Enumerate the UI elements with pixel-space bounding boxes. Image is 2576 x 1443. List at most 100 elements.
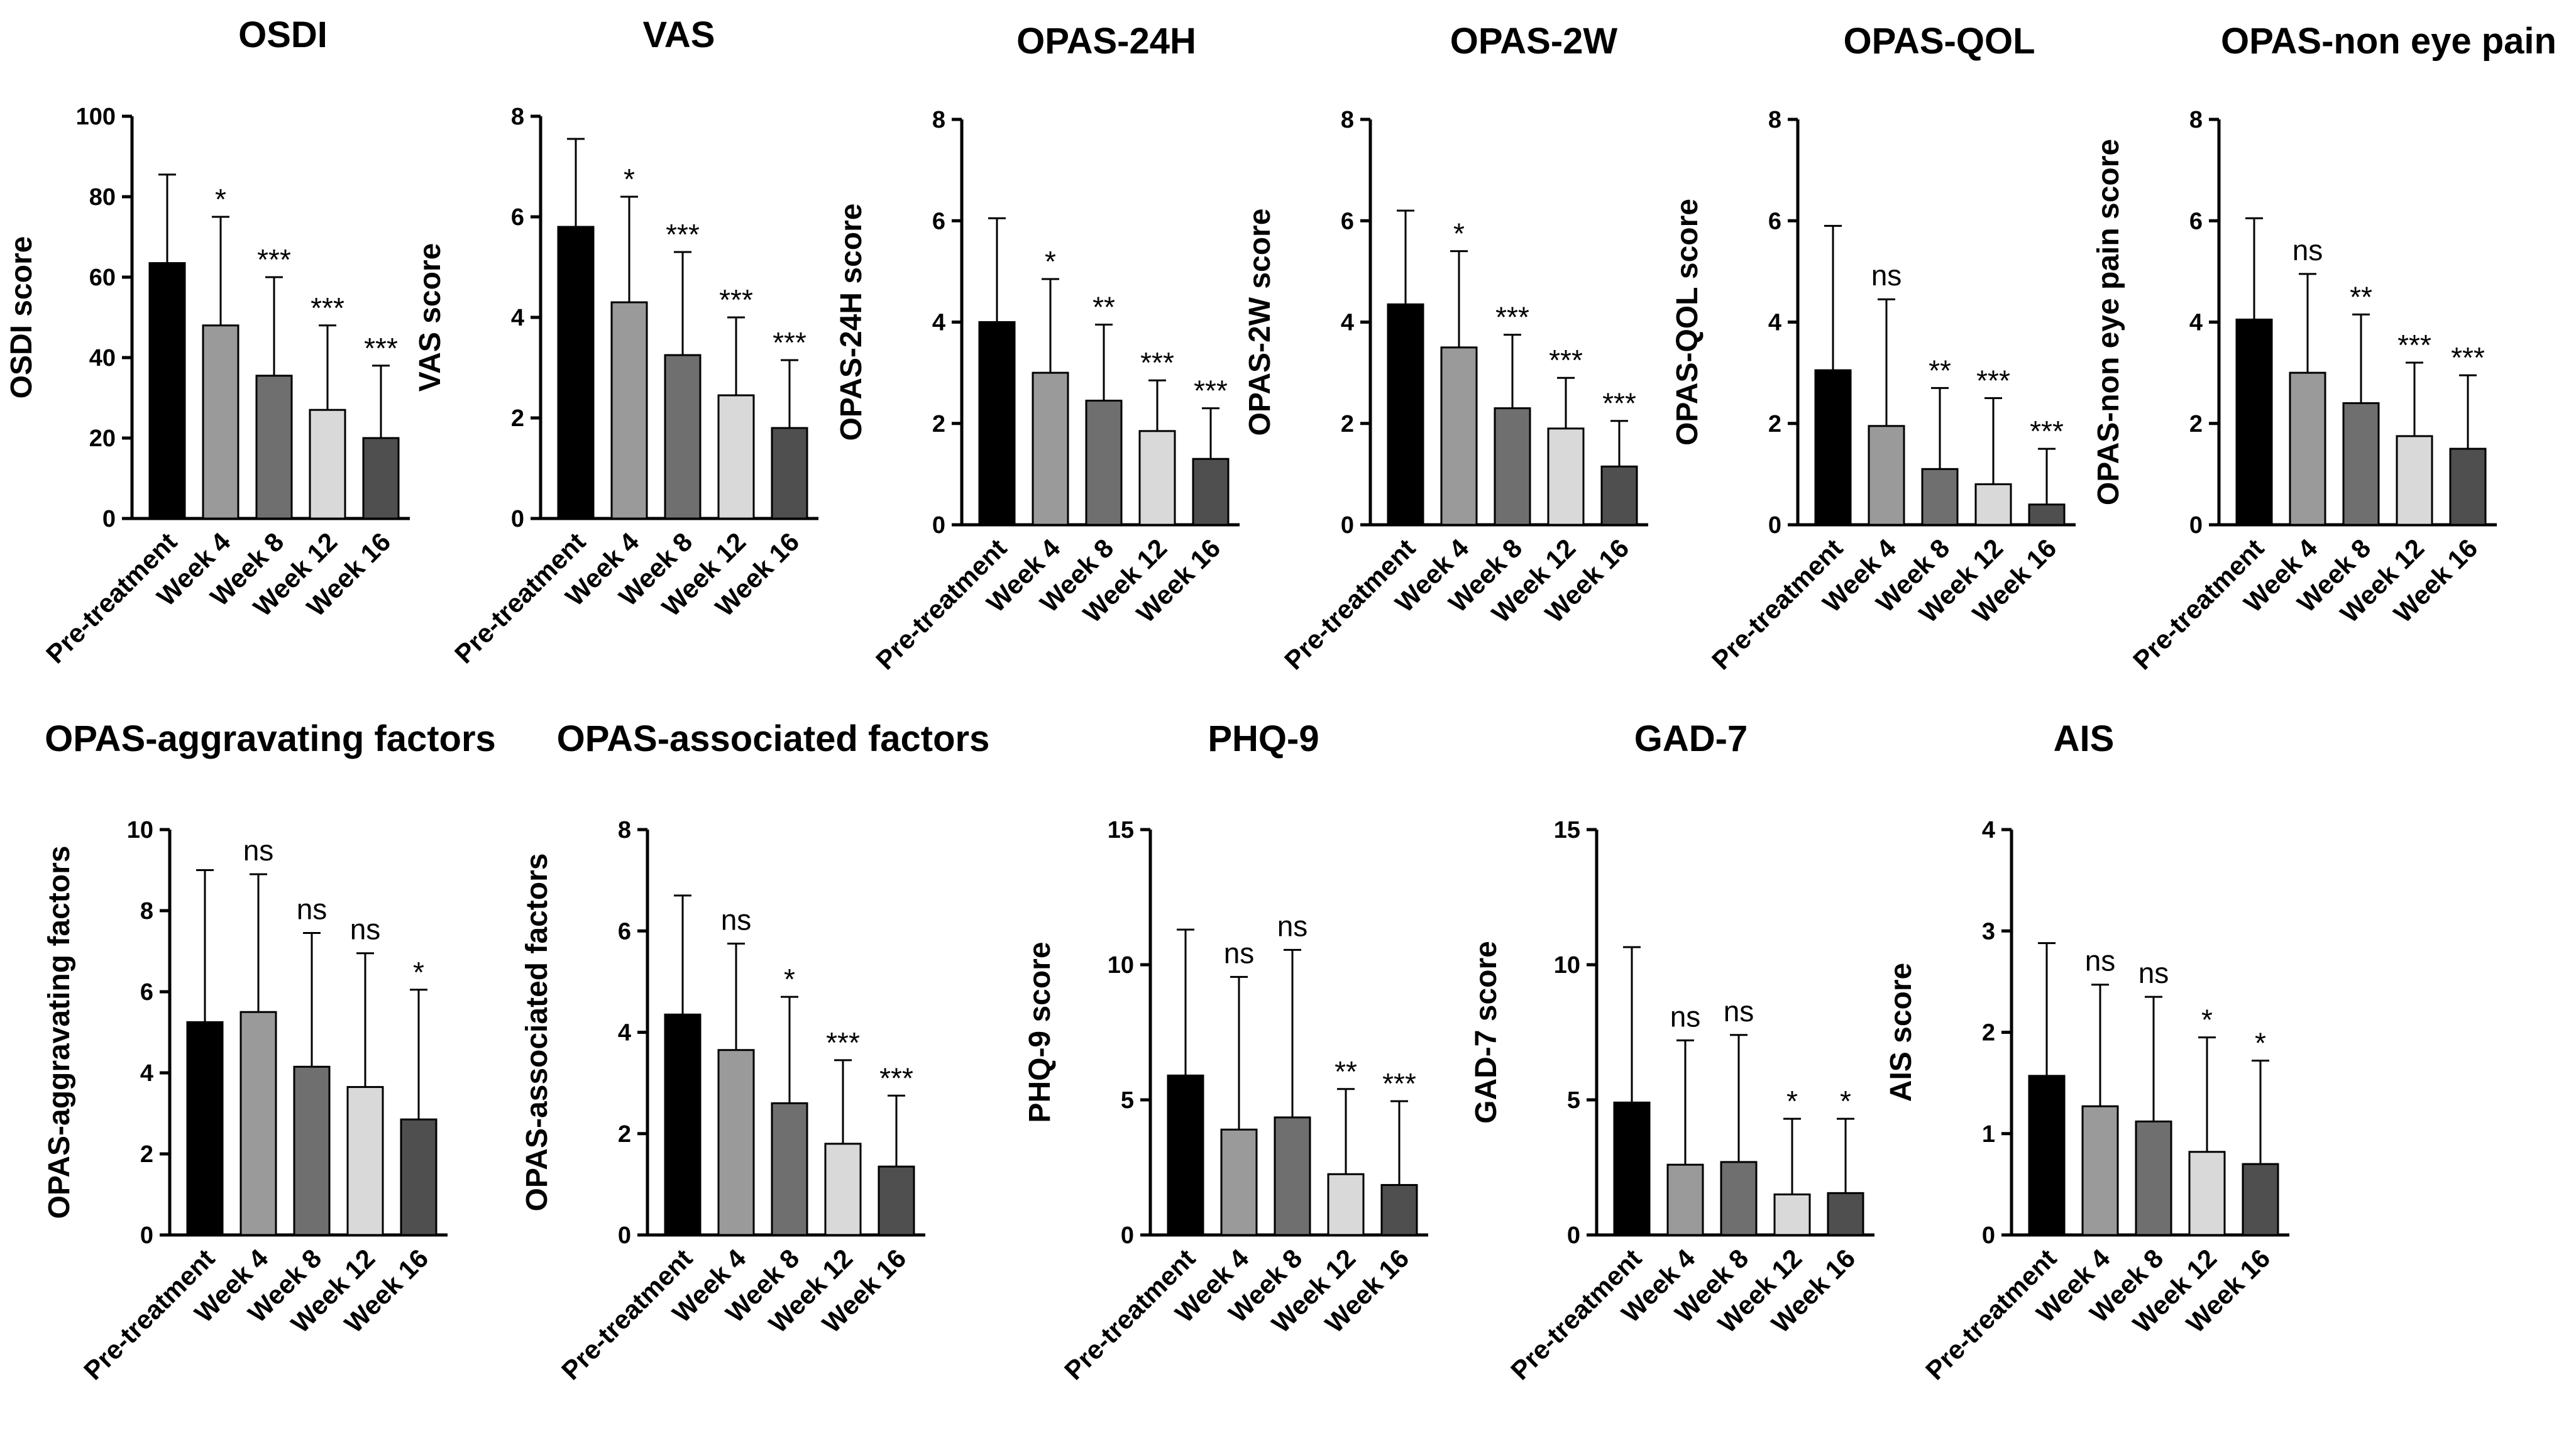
significance-label: *** [1140,346,1174,379]
y-tick-label: 4 [1768,310,1781,336]
y-tick-label: 8 [2189,107,2203,133]
y-tick-label: 6 [932,208,945,234]
significance-label: *** [879,1062,913,1094]
significance-label: *** [1382,1067,1416,1100]
significance-label: ns [721,903,752,936]
bar [1192,458,1230,526]
y-tick-label: 6 [511,204,524,231]
chart-title: OPAS-non eye pain [2221,21,2557,62]
significance-label: ns [2085,945,2116,977]
bar [717,1049,755,1236]
significance-label: *** [364,332,398,365]
y-tick-label: 4 [511,305,524,331]
bar [1827,1192,1864,1236]
y-tick-label: 15 [1554,817,1580,843]
bar [1032,371,1069,526]
y-tick-label: 6 [618,918,631,945]
y-tick-label: 10 [1108,952,1134,979]
y-tick-label: 2 [2189,411,2203,437]
bar [2081,1105,2119,1236]
y-tick-label: 6 [1341,208,1354,234]
bar [1773,1193,1811,1236]
y-tick-label: 20 [89,425,116,452]
bar [1666,1163,1704,1236]
bar [557,226,595,520]
y-tick-label: 2 [1982,1020,1995,1046]
bar [2342,402,2380,526]
bar [1494,407,1531,526]
y-axis-label: OPAS-2W score [1243,209,1277,436]
bar [1220,1128,1258,1236]
chart-title: VAS [643,14,715,55]
y-tick-label: 0 [1121,1222,1134,1249]
significance-label: *** [1976,364,2010,397]
y-axis-label: OPAS-aggravating factors [43,846,76,1219]
bar [1613,1101,1651,1236]
y-tick-label: 0 [102,506,116,532]
y-tick-label: 5 [1121,1087,1134,1114]
bar [1974,483,2012,526]
y-tick-label: 8 [511,104,524,130]
y-tick-label: 80 [89,184,116,211]
significance-label: *** [1495,301,1529,334]
significance-label: * [215,183,226,216]
y-axis-label: OPAS-QOL score [1671,199,1704,446]
y-tick-label: 6 [140,979,153,1006]
significance-label: ns [2138,957,2169,989]
bar [1167,1074,1204,1236]
y-tick-label: 10 [1554,952,1580,979]
bar [1387,303,1424,526]
bar [186,1021,224,1236]
y-tick-label: 2 [511,405,524,432]
y-axis-label: VAS score [414,243,447,392]
y-tick-label: 0 [511,506,524,532]
bar [2028,503,2066,526]
bar [2396,435,2433,526]
y-axis-label: OPAS-associated factors [520,853,554,1212]
significance-label: ns [1224,936,1255,969]
chart-title: PHQ-9 [1208,718,1319,759]
bar [610,301,648,520]
bar [978,321,1016,526]
bar [2449,447,2487,526]
y-tick-label: 0 [1567,1222,1580,1249]
significance-label: ** [1093,291,1115,324]
chart-title: AIS [2054,718,2115,759]
bar [664,1013,702,1236]
y-axis-label: GAD-7 score [1470,941,1503,1124]
significance-label: * [1045,245,1056,278]
bar [824,1143,862,1236]
bar [362,437,400,520]
bar [717,394,755,520]
bar [1138,430,1176,526]
bar [255,375,293,520]
bar [1814,369,1852,526]
y-tick-label: 40 [89,345,116,371]
y-tick-label: 2 [932,411,945,437]
y-tick-label: 0 [618,1222,631,1249]
bar [239,1011,277,1236]
bar [2242,1163,2279,1236]
y-axis-label: AIS score [1885,963,1918,1102]
significance-label: * [784,963,795,996]
significance-label: ns [297,892,328,925]
y-tick-label: 60 [89,265,116,291]
y-tick-label: 0 [1768,512,1781,539]
bar [771,427,808,520]
bar [148,262,186,520]
significance-label: * [1786,1085,1798,1117]
y-tick-label: 6 [2189,208,2203,234]
significance-label: ** [1335,1055,1357,1088]
y-tick-label: 5 [1567,1087,1580,1114]
y-tick-label: 10 [127,817,153,843]
bar [293,1065,331,1236]
bar [400,1118,438,1236]
y-tick-label: 6 [1768,208,1781,234]
significance-label: *** [2397,329,2431,361]
y-tick-label: 8 [618,817,631,843]
y-tick-label: 0 [1341,512,1354,539]
y-tick-label: 8 [140,898,153,925]
significance-label: *** [311,292,344,324]
chart-title: GAD-7 [1634,718,1748,759]
